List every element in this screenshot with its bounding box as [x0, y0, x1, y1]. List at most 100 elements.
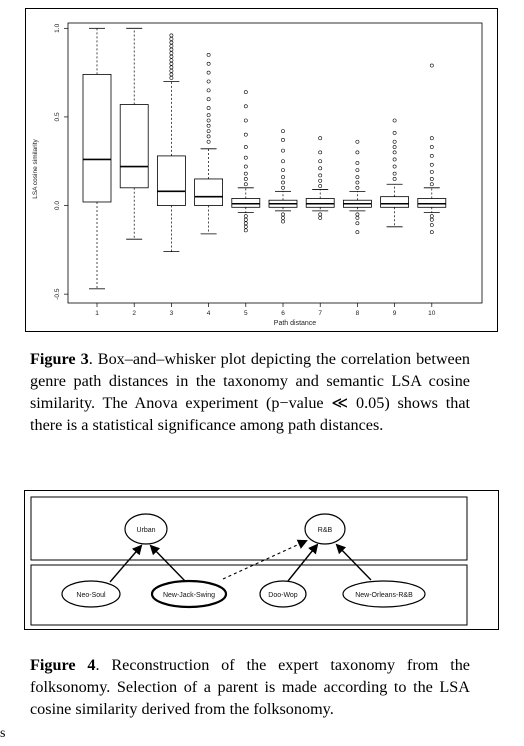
outlier-point [206, 123, 211, 128]
outlier-point [281, 159, 285, 164]
outlier-point [318, 166, 323, 171]
outlier-point [243, 164, 248, 169]
outlier-point [355, 230, 360, 235]
x-tick-label-0: 1 [95, 310, 99, 317]
box-iqr [194, 178, 224, 206]
outlier-point [355, 168, 360, 172]
outlier-point [243, 90, 248, 95]
outlier-point [281, 168, 285, 172]
outlier-point [206, 52, 211, 57]
outlier-point [355, 212, 360, 217]
x-axis-label: Path distance [274, 320, 317, 327]
outlier-point [169, 61, 174, 66]
box-iqr [305, 198, 335, 208]
outlier-point [169, 58, 174, 63]
box-4 [194, 52, 224, 235]
outlier-point [243, 132, 248, 137]
outlier-point [429, 230, 434, 235]
outlier-point [355, 221, 360, 226]
outlier-point [318, 216, 323, 220]
node-neo-soul: Neo-Soul [61, 580, 121, 608]
outlier-point [206, 129, 211, 134]
outlier-point [392, 139, 397, 144]
outlier-point [318, 150, 323, 155]
box-7 [305, 136, 335, 220]
outlier-point [392, 145, 397, 149]
box-iqr [82, 73, 112, 203]
x-tick-label-3: 4 [207, 310, 211, 317]
outlier-point [392, 164, 397, 169]
outlier-point [206, 106, 211, 110]
outlier-point [318, 178, 323, 183]
outlier-point [169, 54, 174, 59]
outlier-point [392, 150, 397, 155]
box-10 [417, 63, 447, 235]
x-tick-label-1: 2 [132, 310, 136, 317]
box-6 [268, 129, 298, 224]
outlier-point [429, 145, 434, 149]
node-new-jack-swing: New-Jack-Swing [150, 579, 228, 609]
outlier-point [206, 61, 211, 66]
outlier-point [243, 182, 248, 187]
x-tick-label-9: 10 [428, 310, 436, 317]
outlier-point [169, 76, 174, 80]
boxplot-chart: -0.50.00.51.0 1 2 3 4 5 6 7 8 9 10 Path distance … [32, 22, 483, 327]
node-neo-soul-label: Neo-Soul [76, 592, 106, 599]
box-iqr [156, 155, 186, 206]
outlier-point [355, 161, 360, 165]
outlier-point [318, 184, 323, 188]
outlier-point [318, 136, 323, 141]
outlier-point [243, 171, 248, 176]
box-8 [342, 139, 372, 235]
outlier-point [169, 72, 174, 77]
outlier-point [206, 134, 211, 139]
outlier-point [206, 97, 211, 102]
box-iqr [119, 104, 149, 189]
outlier-point [392, 157, 397, 162]
outlier-point [243, 145, 248, 149]
child-level-box [30, 564, 468, 626]
outlier-point [429, 154, 434, 158]
figure-3-caption-label: Figure 3 [30, 350, 89, 368]
outlier-point [392, 171, 397, 176]
outlier-point [206, 88, 211, 93]
outlier-point [429, 136, 434, 141]
box-1 [82, 27, 112, 290]
figure-4-frame: Urban R&B Neo-Soul New-Jack-Swing Doo-Wo… [24, 490, 499, 630]
y-axis-label: LSA cosine similarity [32, 138, 39, 198]
node-new-orleans-rnb: New-Orleans-R&B [342, 580, 426, 608]
outlier-point [429, 217, 434, 222]
outlier-point [243, 217, 248, 222]
outlier-point [429, 169, 434, 174]
plot-area [67, 22, 483, 304]
x-tick-label-4: 5 [244, 310, 248, 317]
plot-border [67, 22, 483, 304]
box-iqr [417, 198, 447, 208]
node-rnb: R&B [304, 513, 346, 545]
outlier-point [355, 216, 360, 220]
outlier-point [206, 70, 211, 75]
outlier-point [392, 177, 397, 181]
box-5 [231, 90, 261, 233]
outlier-point [243, 177, 248, 181]
outlier-point [281, 129, 285, 134]
parent-level-box [30, 496, 468, 561]
outlier-point [429, 214, 434, 219]
outlier-point [281, 216, 285, 220]
outlier-point [355, 139, 360, 144]
outlier-point [169, 44, 174, 48]
node-new-orleans-rnb-label: New-Orleans-R&B [355, 592, 413, 599]
outlier-point [355, 185, 360, 190]
outlier-point [243, 228, 248, 233]
outlier-point [318, 173, 323, 178]
node-urban: Urban [124, 513, 168, 545]
outlier-point [243, 155, 248, 160]
outlier-point [429, 63, 434, 68]
outlier-point [429, 182, 434, 187]
outlier-point [206, 113, 211, 118]
outlier-point [243, 104, 248, 109]
outlier-point [281, 138, 285, 142]
figure-3-caption-text: . Box–and–whisker plot depicting the cor… [30, 350, 471, 434]
outlier-point [281, 148, 285, 153]
outlier-point [355, 150, 360, 155]
